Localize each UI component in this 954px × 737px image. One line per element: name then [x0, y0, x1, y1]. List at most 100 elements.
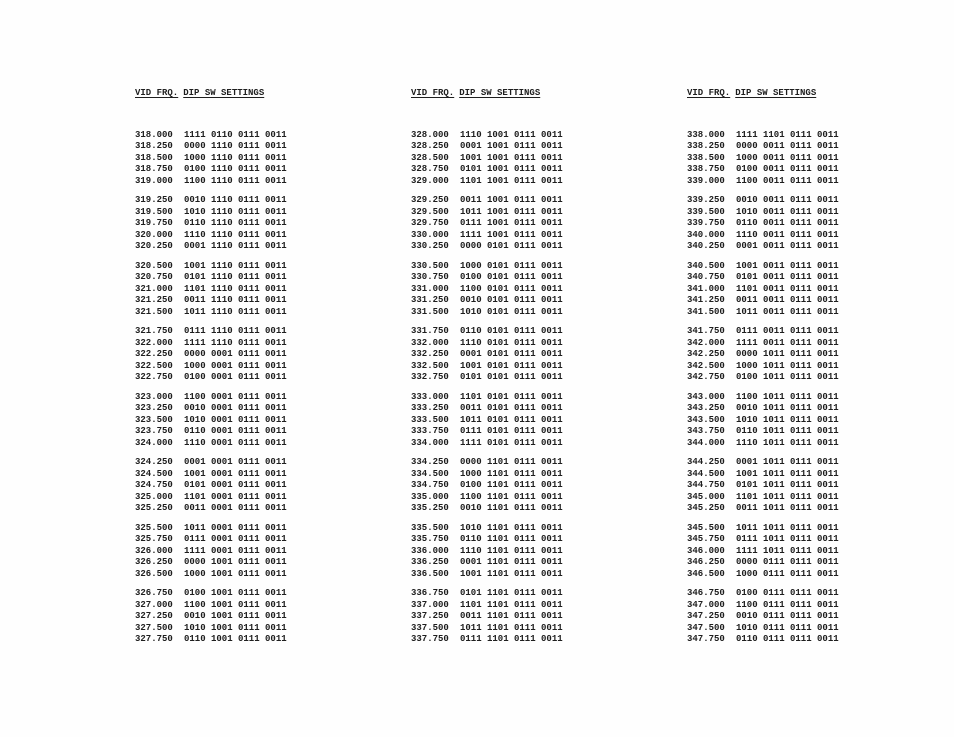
- dip-sw-value: 0101 0101 0111 0011: [460, 372, 563, 382]
- frequency-value: 345.250: [687, 503, 725, 513]
- frequency-value: 322.250: [135, 349, 173, 359]
- frequency-value: 331.000: [411, 283, 449, 294]
- table-row: 332.500 1001 0101 0111 0011: [411, 361, 563, 373]
- row-group: 319.250 0010 1110 0111 0011 319.500 1010 11…: [135, 195, 287, 253]
- frequency-value: 335.750: [411, 534, 449, 544]
- table-row: 339.250 0010 0011 0111 0011: [687, 195, 839, 207]
- table-row: 337.500 1011 1101 0111 0011: [411, 623, 563, 635]
- dip-sw-value: 1000 1011 0111 0011: [736, 360, 839, 371]
- table-row: 327.250 0010 1001 0111 0011: [135, 611, 287, 623]
- table-row: 333.250 0011 0101 0111 0011: [411, 403, 563, 415]
- table-row: 321.750 0111 1110 0111 0011: [135, 326, 287, 338]
- frequency-value: 321.250: [135, 295, 173, 305]
- table-row: 318.500 1000 1110 0111 0011: [135, 153, 287, 165]
- table-row: 331.750 0110 0101 0111 0011: [411, 326, 563, 338]
- dip-sw-value: 0001 1110 0111 0011: [184, 241, 287, 251]
- dip-sw-value: 0011 1001 0111 0011: [460, 195, 563, 205]
- row-group: 334.250 0000 1101 0111 0011 334.500 1000 11…: [411, 457, 563, 515]
- table-row: 333.000 1101 0101 0111 0011: [411, 392, 563, 404]
- table-row: 333.500 1011 0101 0111 0011: [411, 415, 563, 427]
- dip-sw-value: 1000 1101 0111 0011: [460, 468, 563, 479]
- table-row: 334.500 1000 1101 0111 0011: [411, 469, 563, 481]
- dip-sw-value: 1111 0110 0111 0011: [184, 129, 287, 140]
- table-row: 334.250 0000 1101 0111 0011: [411, 457, 563, 469]
- table-row: 344.500 1001 1011 0111 0011: [687, 469, 839, 481]
- frequency-value: 339.500: [687, 206, 725, 217]
- row-group: 333.000 1101 0101 0111 0011 333.250 0011 01…: [411, 392, 563, 450]
- frequency-value: 318.500: [135, 152, 173, 163]
- dip-sw-value: 1001 0011 0111 0011: [736, 260, 839, 271]
- frequency-value: 342.500: [687, 360, 725, 371]
- frequency-value: 318.750: [135, 164, 173, 174]
- dip-sw-value: 1100 0001 0111 0011: [184, 391, 287, 402]
- dip-sw-value: 0001 0011 0111 0011: [736, 241, 839, 251]
- row-group: 331.750 0110 0101 0111 0011 332.000 1110 01…: [411, 326, 563, 384]
- table-row: 335.500 1010 1101 0111 0011: [411, 523, 563, 535]
- dip-sw-value: 0011 0101 0111 0011: [460, 403, 563, 413]
- table-row: 336.250 0001 1101 0111 0011: [411, 557, 563, 569]
- dip-sw-value: 1011 1001 0111 0011: [460, 206, 563, 217]
- frequency-value: 328.750: [411, 164, 449, 174]
- frequency-value: 319.500: [135, 206, 173, 217]
- dip-sw-value: 0010 0101 0111 0011: [460, 295, 563, 305]
- table-row: 328.250 0001 1001 0111 0011: [411, 141, 563, 153]
- dip-sw-value: 1110 0001 0111 0011: [184, 437, 287, 448]
- dip-sw-value: 0110 0101 0111 0011: [460, 326, 563, 336]
- table-row: 321.500 1011 1110 0111 0011: [135, 307, 287, 319]
- dip-sw-value: 0000 1001 0111 0011: [184, 557, 287, 567]
- frequency-value: 341.750: [687, 326, 725, 336]
- row-group: 341.750 0111 0011 0111 0011 342.000 1111 00…: [687, 326, 839, 384]
- table-row: 341.250 0011 0011 0111 0011: [687, 295, 839, 307]
- dip-sw-value: 0100 1110 0111 0011: [184, 164, 287, 174]
- frequency-value: 346.500: [687, 568, 725, 579]
- table-row: 337.750 0111 1101 0111 0011: [411, 634, 563, 646]
- frequency-value: 336.250: [411, 557, 449, 567]
- table-row: 337.000 1101 1101 0111 0011: [411, 600, 563, 612]
- dip-sw-value: 1100 1110 0111 0011: [184, 175, 287, 186]
- table-row: 331.500 1010 0101 0111 0011: [411, 307, 563, 319]
- frequency-value: 340.250: [687, 241, 725, 251]
- dip-sw-value: 0100 1001 0111 0011: [184, 588, 287, 598]
- table-row: 339.500 1010 0011 0111 0011: [687, 207, 839, 219]
- frequency-value: 323.750: [135, 426, 173, 436]
- frequency-value: 329.750: [411, 218, 449, 228]
- dip-sw-value: 0111 0001 0111 0011: [184, 534, 287, 544]
- frequency-value: 338.500: [687, 152, 725, 163]
- dip-sw-value: 0110 0011 0111 0011: [736, 218, 839, 228]
- table-row: 324.500 1001 0001 0111 0011: [135, 469, 287, 481]
- frequency-value: 334.000: [411, 437, 449, 448]
- table-row: 331.000 1100 0101 0111 0011: [411, 284, 563, 296]
- dip-sw-value: 1110 1101 0111 0011: [460, 545, 563, 556]
- dip-sw-value: 1011 1011 0111 0011: [736, 522, 839, 533]
- dip-sw-value: 0100 0011 0111 0011: [736, 164, 839, 174]
- dip-sw-value: 0000 1011 0111 0011: [736, 349, 839, 359]
- table-row: 327.000 1100 1001 0111 0011: [135, 600, 287, 612]
- frequency-value: 326.000: [135, 545, 173, 556]
- table-row: 335.250 0010 1101 0111 0011: [411, 503, 563, 515]
- table-row: 318.000 1111 0110 0111 0011: [135, 130, 287, 142]
- table-row: 324.250 0001 0001 0111 0011: [135, 457, 287, 469]
- table-row: 329.000 1101 1001 0111 0011: [411, 176, 563, 188]
- dip-sw-value: 0011 1101 0111 0011: [460, 611, 563, 621]
- dip-sw-value: 0111 1001 0111 0011: [460, 218, 563, 228]
- table-row: 330.250 0000 0101 0111 0011: [411, 241, 563, 253]
- dip-sw-value: 0101 1001 0111 0011: [460, 164, 563, 174]
- frequency-value: 330.000: [411, 229, 449, 240]
- frequency-value: 344.500: [687, 468, 725, 479]
- row-group: 344.250 0001 1011 0111 0011 344.500 1001 10…: [687, 457, 839, 515]
- table-row: 338.750 0100 0011 0111 0011: [687, 164, 839, 176]
- dip-sw-value: 1111 1101 0111 0011: [736, 129, 839, 140]
- frequency-value: 327.250: [135, 611, 173, 621]
- table-row: 332.750 0101 0101 0111 0011: [411, 372, 563, 384]
- dip-sw-value: 0010 0111 0111 0011: [736, 611, 839, 621]
- row-group: 335.500 1010 1101 0111 0011 335.750 0110 11…: [411, 523, 563, 581]
- dip-sw-value: 1100 0101 0111 0011: [460, 283, 563, 294]
- frequency-value: 320.000: [135, 229, 173, 240]
- dip-sw-value: 1000 1110 0111 0011: [184, 152, 287, 163]
- dip-sw-value: 0011 0011 0111 0011: [736, 295, 839, 305]
- frequency-value: 331.500: [411, 306, 449, 317]
- dip-sw-value: 0100 0001 0111 0011: [184, 372, 287, 382]
- table-row: 319.750 0110 1110 0111 0011: [135, 218, 287, 230]
- table-row: 330.000 1111 1001 0111 0011: [411, 230, 563, 242]
- dip-sw-value: 1001 0001 0111 0011: [184, 468, 287, 479]
